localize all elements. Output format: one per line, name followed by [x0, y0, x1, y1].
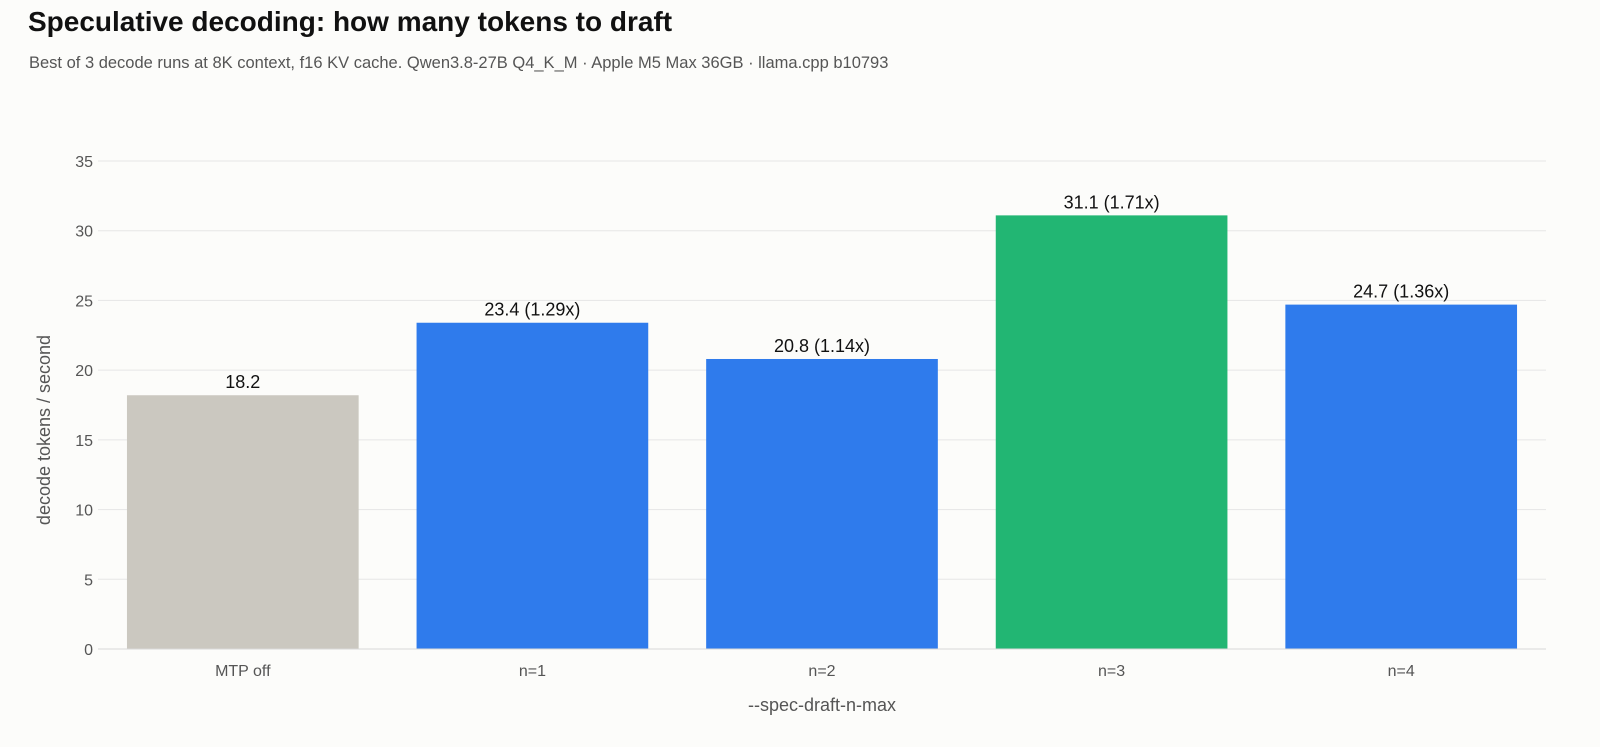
y-tick-label: 15 [75, 433, 93, 450]
bar-value-labels: 18.2 23.4 (1.29x) 20.8 (1.14x) 31.1 (1.71x)… [225, 192, 1449, 392]
bar-n-2 [706, 358, 938, 649]
x-axis-title: --spec-draft-n-max [748, 695, 896, 715]
y-tick-label: 35 [75, 154, 93, 171]
bar-value-label: 18.2 [225, 372, 260, 392]
x-tick-label: n=2 [808, 663, 835, 680]
bar-value-label: 20.8 (1.14x) [774, 336, 870, 356]
x-axis-ticks: MTP off n=1 n=2 n=3 n=4 [215, 663, 1415, 680]
bar-value-label: 23.4 (1.29x) [484, 300, 580, 320]
y-tick-label: 30 [75, 224, 93, 241]
x-tick-label: n=1 [519, 663, 546, 680]
bar-n-4 [1285, 304, 1518, 649]
y-axis-title: decode tokens / second [34, 335, 54, 525]
x-tick-label: MTP off [215, 663, 271, 680]
bar-mtp-off [126, 395, 359, 649]
chart-subtitle: Best of 3 decode runs at 8K context, f16… [29, 54, 889, 72]
y-tick-label: 0 [84, 642, 93, 659]
x-tick-label: n=4 [1388, 663, 1415, 680]
bar-n-3 [995, 215, 1228, 649]
y-tick-label: 25 [75, 293, 93, 310]
bar-value-label: 31.1 (1.71x) [1064, 192, 1160, 212]
y-tick-label: 20 [75, 363, 93, 380]
x-tick-label: n=3 [1098, 663, 1125, 680]
y-axis-ticks: 0 5 10 15 20 25 30 35 [75, 154, 93, 659]
chart-title: Speculative decoding: how many tokens to… [28, 6, 673, 37]
y-tick-label: 5 [84, 572, 93, 589]
bar-n-1 [416, 322, 649, 649]
bar-value-label: 24.7 (1.36x) [1353, 282, 1449, 302]
bars [126, 215, 1518, 649]
y-tick-label: 10 [75, 503, 93, 520]
